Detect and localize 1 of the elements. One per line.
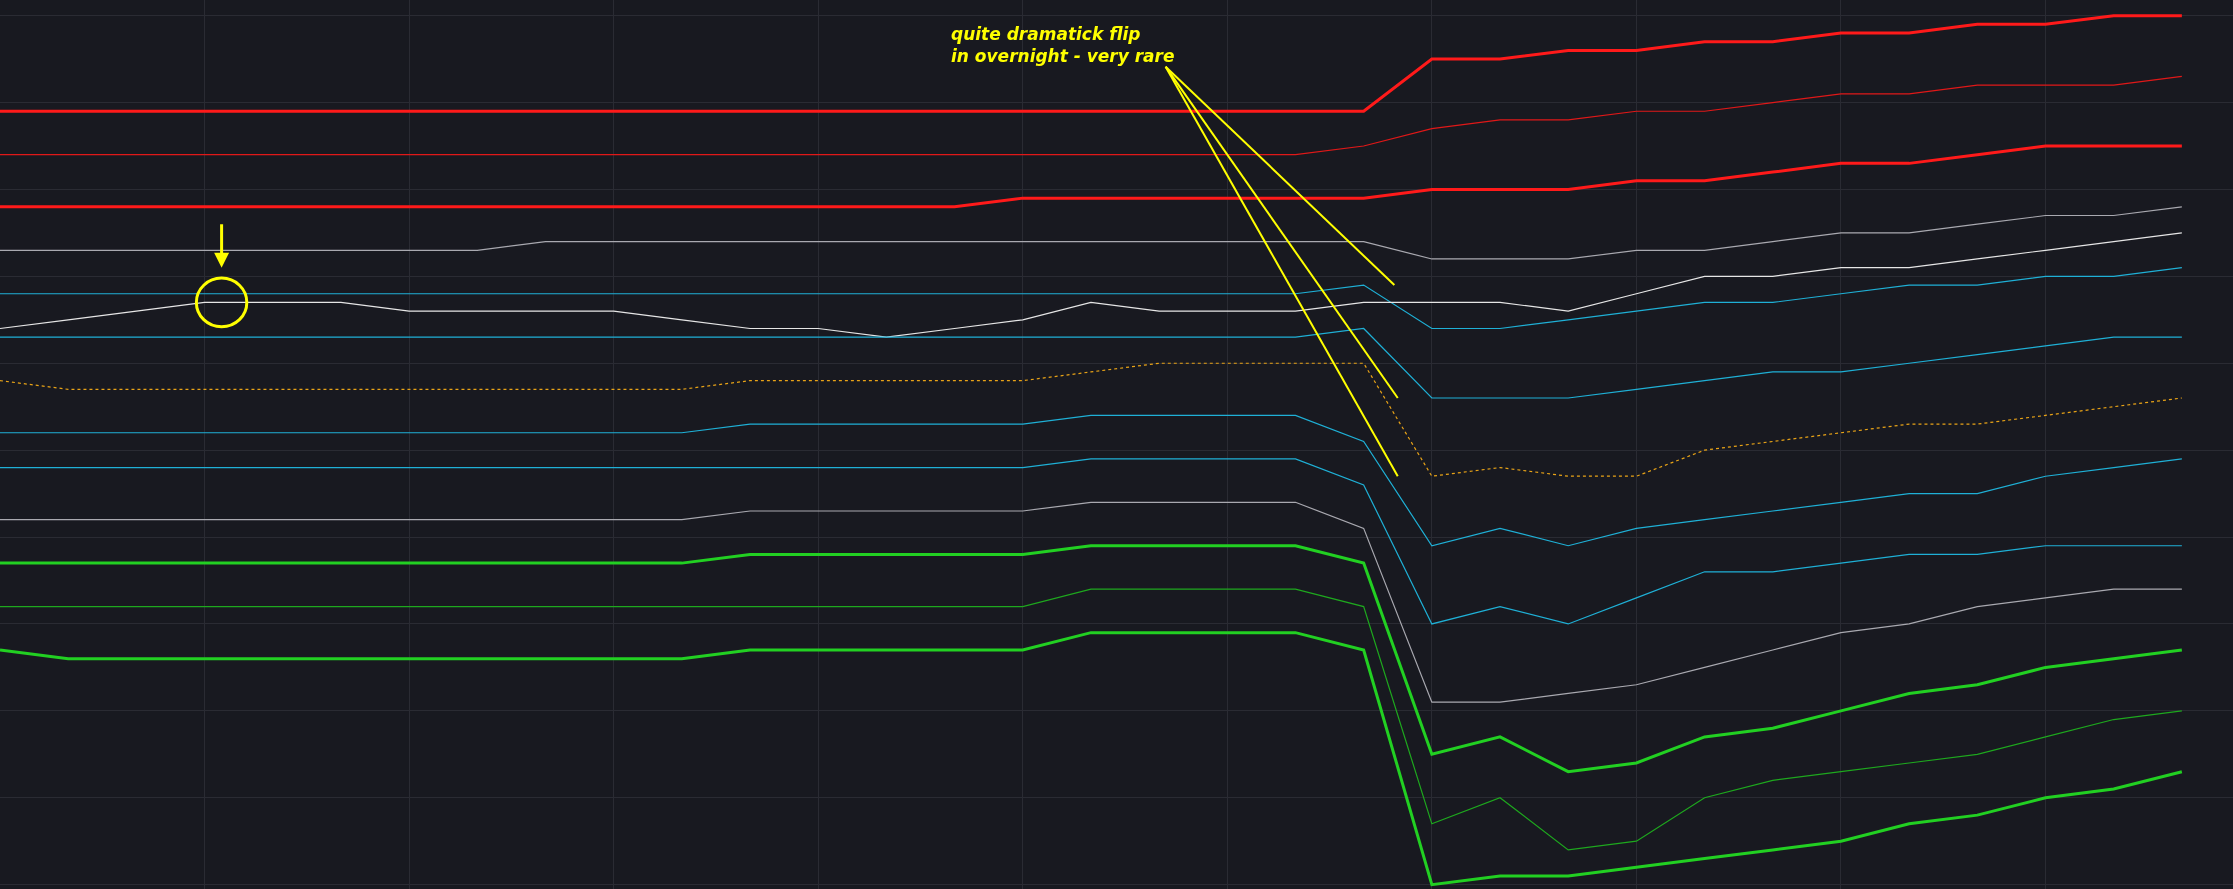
annotation: quite dramatick flip in overnight - very rare	[951, 24, 1175, 67]
